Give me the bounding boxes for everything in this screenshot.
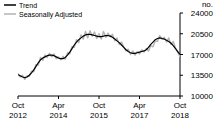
plot-lines [18, 31, 180, 80]
x-tick-label-line: 2014 [50, 111, 68, 120]
y-tick-label: 20500 [191, 30, 214, 39]
legend-label: Trend [19, 2, 37, 9]
y-axis-label: no. [202, 0, 213, 9]
legend: Trend Seasonally Adjusted [4, 2, 82, 19]
x-tick-label: Oct2015 [90, 101, 108, 120]
legend-swatch [4, 13, 16, 15]
x-tick-label-line: Apr [52, 101, 65, 110]
series-line [18, 34, 180, 77]
y-tick [180, 33, 183, 34]
x-tick-label-line: 2012 [9, 111, 27, 120]
x-tick [58, 96, 59, 99]
y-tick-label: 24000 [191, 9, 214, 18]
x-tick-label-line: Apr [133, 101, 146, 110]
y-tick-label: 13500 [191, 71, 214, 80]
y-tick [180, 13, 183, 14]
legend-label: Seasonally Adjusted [19, 11, 82, 19]
x-tick-label: Apr2014 [50, 101, 68, 120]
x-tick [18, 96, 19, 99]
x-tick-label-line: 2018 [171, 111, 189, 120]
y-tick-label: 10000 [191, 92, 214, 101]
x-tick-label-line: 2017 [131, 111, 149, 120]
x-tick-label-line: Oct [174, 101, 187, 110]
x-tick-label: Apr2017 [131, 101, 149, 120]
x-tick-label-line: Oct [12, 101, 25, 110]
x-tick-label-line: Oct [93, 101, 106, 110]
x-tick-label-line: 2015 [90, 111, 108, 120]
legend-swatch [4, 4, 16, 6]
y-tick [180, 75, 183, 76]
x-tick [180, 96, 181, 99]
y-tick [180, 54, 183, 55]
x-tick [99, 96, 100, 99]
x-tick-label: Oct2018 [171, 101, 189, 120]
x-tick-label: Oct2012 [9, 101, 27, 120]
y-tick-label: 17000 [191, 51, 214, 60]
chart: 1000013500170002050024000no.Oct2012Apr20… [0, 0, 215, 132]
series-line [18, 31, 180, 80]
x-tick [139, 96, 140, 99]
